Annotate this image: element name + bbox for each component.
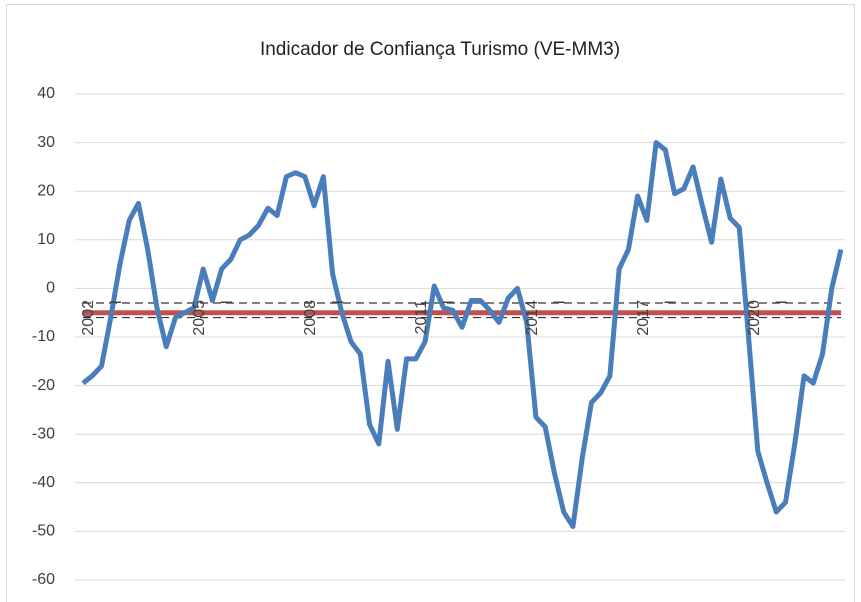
y-tick-label: 30 bbox=[37, 134, 55, 151]
x-tick-label: 2020 bbox=[746, 300, 763, 336]
x-tick-label: I bbox=[441, 300, 458, 304]
x-tick-label: I bbox=[108, 300, 125, 304]
x-tick-label: 2011 bbox=[413, 300, 430, 335]
y-tick-label: 20 bbox=[37, 182, 55, 199]
x-tick-label: 2002 bbox=[80, 300, 97, 336]
line-series bbox=[81, 140, 844, 530]
x-tick-label: 2008 bbox=[302, 300, 319, 336]
chart-title: Indicador de Confiança Turismo (VE-MM3) bbox=[260, 39, 620, 60]
y-tick-label: 10 bbox=[37, 231, 55, 248]
y-tick-label: 0 bbox=[46, 280, 55, 297]
x-tick-label: 2014 bbox=[524, 300, 541, 336]
y-tick-label: -40 bbox=[32, 474, 55, 491]
y-tick-label: -30 bbox=[32, 425, 55, 442]
x-tick-label: I bbox=[330, 300, 347, 304]
y-tick-label: -60 bbox=[32, 571, 55, 588]
x-tick-label: 2005 bbox=[191, 300, 208, 336]
x-tick-label: I bbox=[552, 300, 569, 304]
y-tick-label: -10 bbox=[32, 328, 55, 345]
y-tick-label: 40 bbox=[37, 85, 55, 102]
x-tick-label: 2017 bbox=[635, 300, 652, 336]
x-tick-label: I bbox=[219, 300, 236, 304]
y-tick-label: -50 bbox=[32, 523, 55, 540]
y-tick-label: -20 bbox=[32, 377, 55, 394]
x-tick-label: I bbox=[663, 300, 680, 304]
x-tick-label: I bbox=[774, 300, 791, 304]
